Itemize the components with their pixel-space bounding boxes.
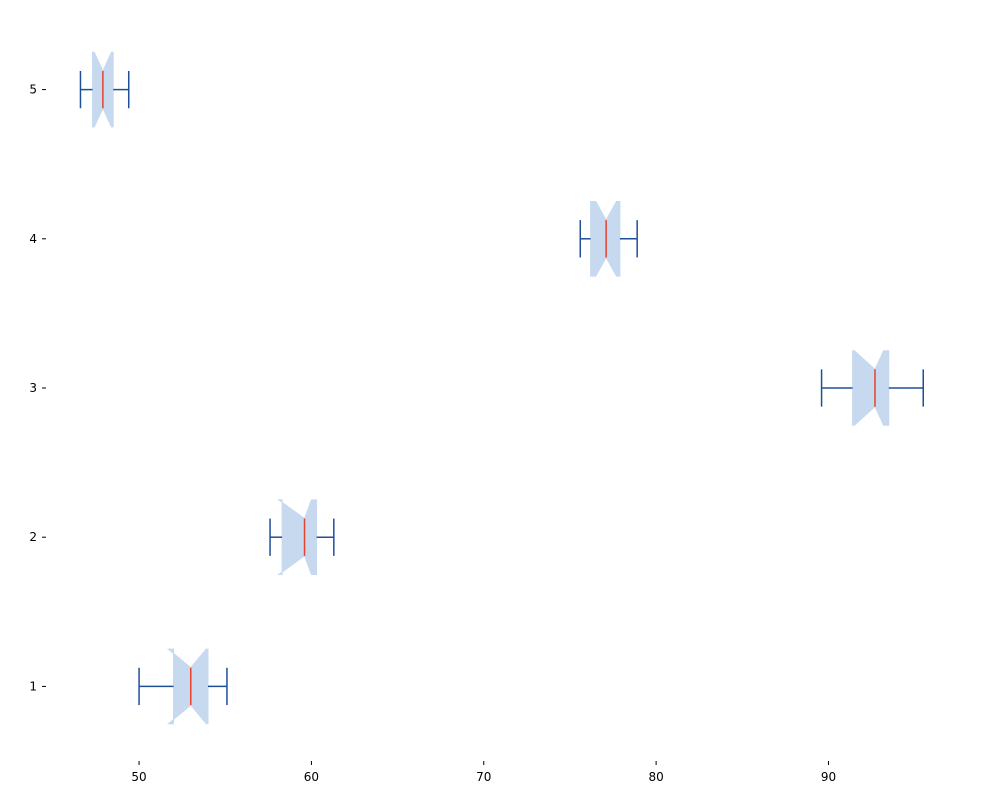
x-tick-label-70: 70 [476,770,491,784]
y-tick-label-2: 2 [29,530,37,544]
x-tick-label-80: 80 [648,770,663,784]
box-group-4 [579,201,638,277]
y-tick-label-1: 1 [29,679,37,693]
box-body-3 [852,350,890,426]
y-tick-label-4: 4 [29,232,37,246]
box-body-1 [166,648,209,725]
box-group-1 [138,648,228,725]
box-body-2 [277,499,318,575]
box-body-4 [590,201,621,277]
box-group-5 [79,51,130,128]
x-tick-label-60: 60 [304,770,319,784]
y-tick-label-3: 3 [29,381,37,395]
axes-layer: 50 60 70 80 90 1 2 3 4 5 [29,83,836,784]
boxes-layer [79,51,925,725]
box-group-3 [820,350,925,426]
y-tick-label-5: 5 [29,83,37,97]
x-tick-label-90: 90 [821,770,836,784]
x-tick-label-50: 50 [131,770,146,784]
box-group-2 [269,499,335,575]
